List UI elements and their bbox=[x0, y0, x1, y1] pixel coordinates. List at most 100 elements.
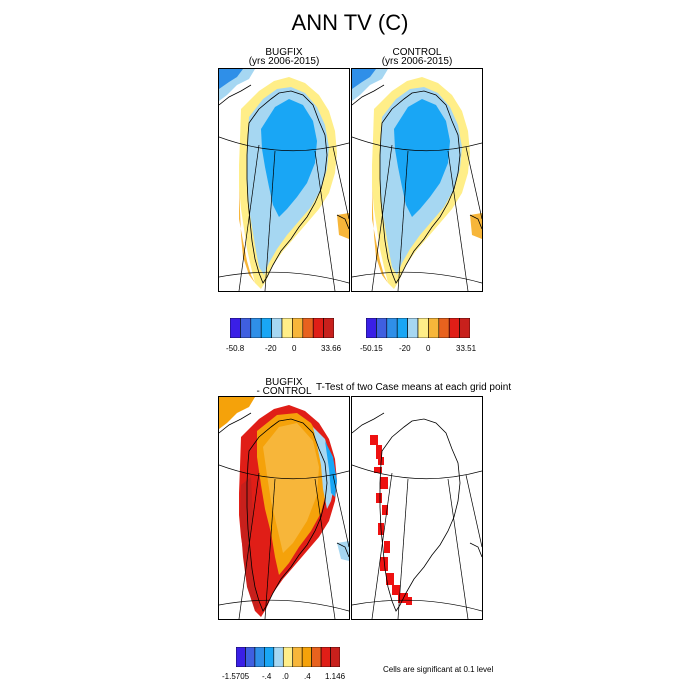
longitude-line bbox=[238, 144, 260, 291]
legend-swatch bbox=[292, 318, 304, 338]
latitude-line bbox=[352, 136, 482, 152]
significance-note: Cells are significant at 0.1 level bbox=[383, 665, 494, 674]
longitude-line bbox=[264, 150, 276, 291]
legend-swatch bbox=[236, 647, 246, 667]
legend-swatch bbox=[311, 647, 322, 667]
latitude-line bbox=[219, 599, 349, 612]
significant-cell bbox=[384, 541, 390, 553]
legend-swatch bbox=[260, 318, 272, 338]
legend-label: -50.15 bbox=[360, 344, 383, 353]
legend-swatch bbox=[459, 318, 470, 338]
map-control bbox=[351, 68, 483, 292]
field-region bbox=[240, 477, 259, 611]
field-region bbox=[372, 187, 388, 283]
iceland-coast bbox=[469, 542, 482, 558]
legend-swatch bbox=[292, 647, 303, 667]
longitude-line bbox=[397, 478, 409, 619]
significant-cell bbox=[392, 585, 400, 595]
legend-swatch bbox=[323, 318, 334, 338]
significant-cell bbox=[380, 477, 388, 489]
legend-bar-bugfix bbox=[230, 318, 334, 338]
legend-bar-control bbox=[366, 318, 470, 338]
significant-cell bbox=[398, 593, 408, 603]
graticule bbox=[219, 136, 349, 291]
longitude-line bbox=[332, 474, 349, 548]
legend-swatch bbox=[282, 647, 294, 667]
map-bugfix bbox=[218, 68, 350, 292]
legend-swatch bbox=[448, 318, 460, 338]
ellesmere-coast bbox=[352, 84, 385, 106]
latitude-line bbox=[219, 136, 349, 152]
legend-swatch bbox=[386, 318, 398, 338]
ellesmere-coast bbox=[219, 412, 252, 434]
longitude-line bbox=[371, 472, 393, 619]
longitude-line bbox=[314, 478, 336, 619]
significant-cell bbox=[406, 597, 412, 605]
longitude-line bbox=[264, 478, 276, 619]
legend-swatch bbox=[320, 647, 331, 667]
legend-swatch bbox=[407, 318, 419, 338]
map-diff bbox=[218, 396, 350, 620]
graticule bbox=[352, 136, 482, 291]
legend-swatch bbox=[245, 647, 256, 667]
panel-title-diff: BUGFIX - CONTROL bbox=[256, 377, 312, 397]
significant-cell bbox=[376, 493, 382, 503]
field-region bbox=[261, 99, 317, 217]
legend-swatch bbox=[250, 318, 262, 338]
latitude-line bbox=[352, 464, 482, 480]
latitude-line bbox=[219, 271, 349, 284]
legend-swatch bbox=[240, 318, 252, 338]
legend-swatch bbox=[254, 647, 265, 667]
field-region bbox=[263, 423, 319, 553]
legend-label: -20 bbox=[399, 344, 411, 353]
legend-label: 0 bbox=[292, 344, 297, 353]
longitude-line bbox=[371, 144, 393, 291]
field-region bbox=[239, 187, 255, 283]
legend-swatch bbox=[330, 647, 340, 667]
significant-cell bbox=[386, 573, 394, 585]
legend-label: 1.146 bbox=[325, 672, 346, 681]
graticule bbox=[219, 464, 349, 619]
significant-cell bbox=[380, 557, 388, 571]
legend-label: -50.8 bbox=[226, 344, 245, 353]
legend-label: -.4 bbox=[262, 672, 272, 681]
iceland-coast bbox=[336, 214, 349, 230]
legend-bar-diff bbox=[236, 647, 340, 667]
graticule bbox=[352, 464, 482, 619]
map-ttest bbox=[351, 396, 483, 620]
legend-swatch bbox=[273, 647, 284, 667]
field-region bbox=[337, 213, 349, 239]
significant-cell bbox=[382, 505, 388, 515]
legend-swatch bbox=[396, 318, 408, 338]
latitude-line bbox=[352, 599, 482, 612]
longitude-line bbox=[465, 474, 482, 548]
legend-label: 33.51 bbox=[456, 344, 477, 353]
legend-swatch bbox=[302, 318, 314, 338]
longitude-line bbox=[314, 150, 336, 291]
field-region bbox=[325, 441, 337, 497]
longitude-line bbox=[397, 150, 409, 291]
panel-title-ttest: T-Test of two Case means at each grid po… bbox=[316, 382, 512, 393]
panel-title-control: CONTROL (yrs 2006-2015) bbox=[381, 47, 453, 67]
field-region bbox=[352, 69, 376, 89]
latitude-line bbox=[219, 464, 349, 480]
legend-swatch bbox=[301, 647, 312, 667]
legend-label: .4 bbox=[304, 672, 311, 681]
field-region bbox=[219, 69, 243, 89]
legend-label: 0 bbox=[426, 344, 431, 353]
legend-swatch bbox=[428, 318, 440, 338]
legend-swatch bbox=[438, 318, 450, 338]
field-region bbox=[337, 541, 349, 561]
ellesmere-coast bbox=[352, 412, 385, 434]
ellesmere-coast bbox=[219, 84, 252, 106]
iceland-coast bbox=[336, 542, 349, 558]
legend-swatch bbox=[312, 318, 324, 338]
legend-label: .0 bbox=[282, 672, 289, 681]
legend-label: -1.5705 bbox=[222, 672, 250, 681]
legend-swatch bbox=[230, 318, 241, 338]
legend-swatch bbox=[264, 647, 275, 667]
longitude-line bbox=[447, 478, 469, 619]
legend-swatch bbox=[281, 318, 293, 338]
field-region bbox=[394, 99, 450, 217]
significant-cell bbox=[374, 467, 382, 473]
